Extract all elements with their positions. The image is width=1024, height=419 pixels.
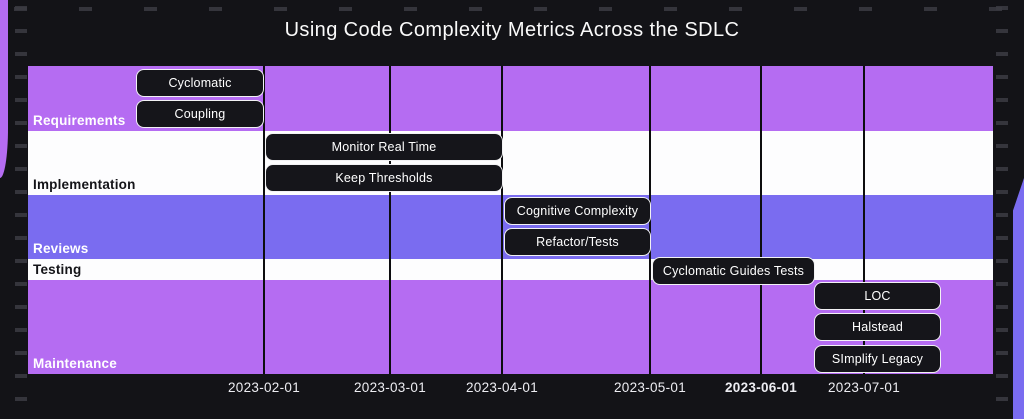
x-tick-label: 2023-02-01	[227, 380, 301, 395]
gantt-gridline	[863, 66, 865, 374]
decor-right-corner-strip	[1013, 178, 1024, 419]
gantt-row-label: Reviews	[33, 241, 89, 256]
decor-right-dashes	[996, 6, 1008, 415]
gantt-gridline	[760, 66, 762, 374]
gantt-task-box: Coupling	[136, 100, 264, 128]
gantt-task-box: SImplify Legacy	[814, 345, 941, 373]
gantt-task-box: Cyclomatic Guides Tests	[652, 257, 815, 285]
gantt-row-label: Maintenance	[33, 356, 117, 371]
gantt-row-label: Testing	[33, 262, 82, 277]
x-tick-label: 2023-05-01	[613, 380, 687, 395]
gantt-row-label: Requirements	[33, 113, 126, 128]
x-tick-label: 2023-07-01	[827, 380, 901, 395]
gantt-task-box: Keep Thresholds	[265, 164, 503, 192]
decor-left-corner-strip	[0, 0, 8, 178]
gantt-task-box: Halstead	[814, 313, 941, 341]
gantt-task-box: Cognitive Complexity	[504, 197, 651, 225]
gantt-row-band: Testing	[28, 259, 993, 280]
gantt-row-band: Implementation	[28, 131, 993, 195]
gantt-task-box: Refactor/Tests	[504, 228, 651, 256]
gantt-task-box: LOC	[814, 282, 941, 310]
decor-top-dashes	[14, 7, 1024, 11]
decor-left-dashes	[15, 6, 27, 415]
gantt-plot-area: Requirements Implementation Reviews Testing…	[28, 66, 993, 374]
gantt-task-box: Monitor Real Time	[265, 133, 503, 161]
x-tick-label: 2023-04-01	[465, 380, 539, 395]
x-tick-label: 2023-06-01	[724, 380, 798, 395]
gantt-task-box: Cyclomatic	[136, 69, 264, 97]
gantt-gridline	[389, 66, 391, 374]
chart-title: Using Code Complexity Metrics Across the…	[284, 19, 740, 41]
gantt-row-label: Implementation	[33, 177, 136, 192]
gantt-gridline	[501, 66, 503, 374]
x-tick-label: 2023-03-01	[353, 380, 427, 395]
gantt-gridline	[263, 66, 265, 374]
